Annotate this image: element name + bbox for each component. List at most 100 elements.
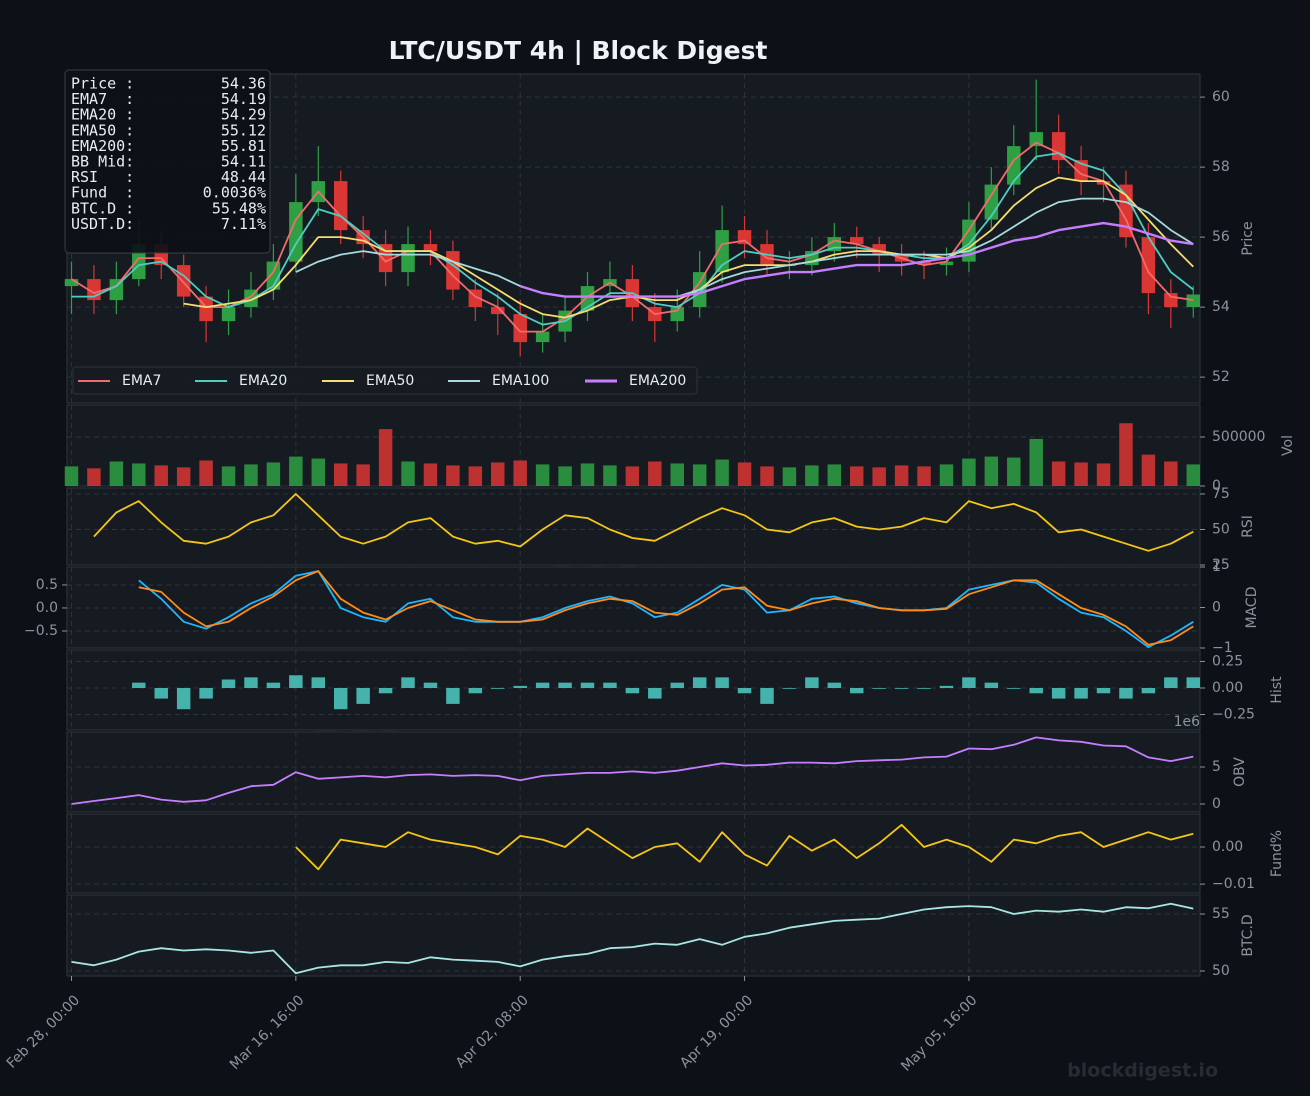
legend-label: EMA20	[239, 373, 287, 389]
y-tick-label: 0	[1212, 478, 1221, 494]
bar	[962, 677, 976, 688]
candle-body	[535, 331, 550, 343]
candle-body	[401, 244, 415, 273]
bar	[939, 464, 954, 486]
bar	[603, 465, 617, 486]
line-series	[295, 823, 1194, 871]
bar	[423, 682, 438, 688]
y-tick-label: 55	[1212, 906, 1230, 922]
line-series	[138, 570, 1194, 646]
bar	[289, 675, 303, 688]
y-axis-label: Price	[1240, 221, 1256, 255]
candle-body	[1007, 146, 1021, 185]
bar	[580, 682, 595, 688]
bar	[760, 687, 774, 704]
y-tick-label: 50	[1212, 521, 1230, 537]
info-value: 54.29	[221, 106, 266, 124]
y-axis-label: OBV	[1232, 757, 1248, 787]
chart-title: LTC/USDT 4h | Block Digest	[389, 36, 768, 65]
bar	[1164, 461, 1178, 486]
legend-label: EMA7	[122, 373, 161, 389]
line-series	[295, 197, 1194, 298]
bar	[244, 464, 258, 486]
bar	[692, 464, 707, 486]
info-label: BTC.D :	[71, 199, 134, 217]
candle-body	[199, 296, 213, 322]
info-label: Fund :	[71, 184, 134, 202]
info-value: 54.36	[221, 75, 266, 93]
legend-label: EMA50	[366, 373, 414, 389]
bar	[558, 466, 572, 486]
panel	[66, 894, 1201, 977]
y-tick-label: 5	[1212, 759, 1221, 775]
y2-tick-label: 0	[1212, 600, 1221, 616]
bar	[962, 458, 976, 486]
bar	[648, 461, 662, 486]
watermark: blockdigest.io	[1067, 1060, 1218, 1082]
y-tick-label: 58	[1212, 159, 1230, 175]
bar	[805, 465, 819, 486]
bar	[1186, 677, 1200, 688]
bar	[87, 468, 101, 486]
y-tick-label: 60	[1212, 89, 1230, 105]
y-axis-label: RSI	[1240, 515, 1256, 538]
y-tick-label: −0.5	[24, 623, 58, 639]
y2-tick-label: −1	[1212, 640, 1233, 656]
info-label: Price :	[71, 75, 134, 93]
candle-body	[1141, 237, 1156, 294]
bar	[1029, 438, 1043, 486]
candle-body	[939, 261, 954, 266]
candle-body	[491, 307, 505, 315]
line-series	[519, 221, 1194, 298]
bar	[715, 459, 729, 486]
bar	[333, 463, 348, 486]
bar	[1051, 461, 1066, 486]
bar	[378, 429, 393, 486]
bar	[266, 682, 281, 688]
info-value: 7.11%	[221, 215, 266, 233]
bar	[311, 677, 326, 688]
candle-body	[1164, 293, 1178, 308]
y-tick-label: 0.25	[1212, 653, 1243, 669]
candle-body	[850, 237, 864, 245]
info-label: USDT.D:	[71, 215, 134, 233]
info-box	[64, 69, 271, 254]
bar	[939, 685, 954, 688]
bar	[737, 462, 752, 486]
bar	[446, 465, 460, 486]
y-tick-label: 54	[1212, 299, 1230, 315]
y-tick-label: 25	[1212, 557, 1230, 573]
bar	[132, 682, 146, 688]
bar	[333, 687, 348, 710]
bar	[401, 461, 415, 486]
info-label: BB Mid:	[71, 153, 134, 171]
bar	[378, 687, 393, 694]
bar	[109, 461, 124, 486]
bar	[266, 462, 281, 486]
bar	[850, 466, 864, 486]
bar	[648, 687, 662, 699]
bar	[894, 465, 909, 486]
bar	[311, 458, 326, 486]
bar	[760, 466, 774, 486]
bar	[692, 677, 707, 688]
bar	[1074, 687, 1088, 699]
bar	[917, 466, 931, 486]
bar	[827, 464, 842, 486]
bar	[1119, 423, 1133, 486]
legend-label: EMA200	[629, 373, 686, 389]
bar	[625, 466, 640, 486]
info-label: EMA7 :	[71, 90, 134, 108]
legend-label: EMA100	[492, 373, 549, 389]
y-tick-label: 75	[1212, 486, 1230, 502]
info-label: EMA200:	[71, 137, 134, 155]
y-tick-label: −0.01	[1212, 876, 1255, 892]
y-axis-label: Hist	[1269, 676, 1285, 704]
bar	[401, 677, 415, 688]
bar	[580, 463, 595, 486]
candle-body	[64, 279, 79, 287]
bar	[1186, 464, 1200, 486]
bar	[491, 462, 505, 486]
bar	[1141, 687, 1156, 694]
candle-body	[715, 230, 729, 273]
